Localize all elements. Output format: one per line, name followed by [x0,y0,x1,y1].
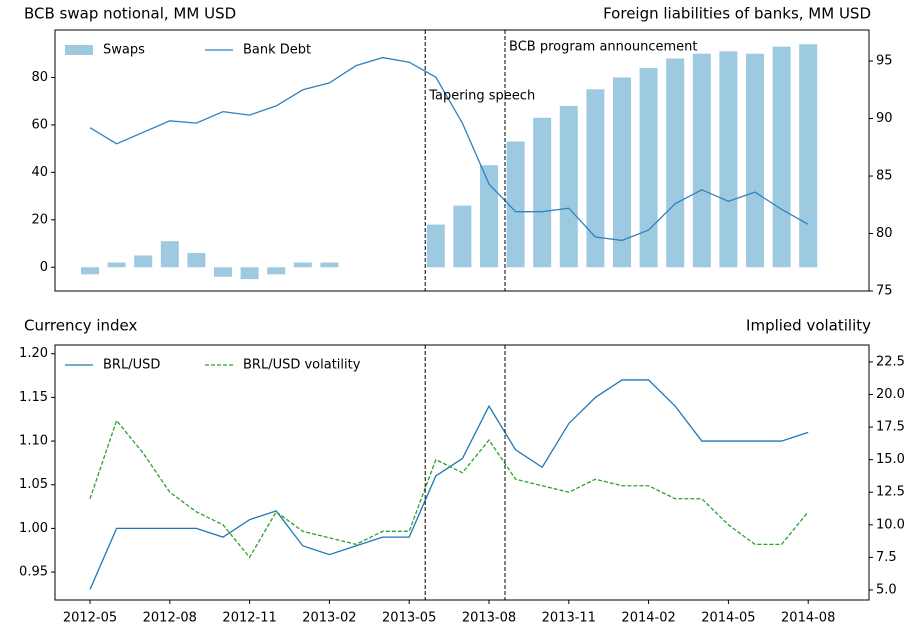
y2-tick-label: 22.5 [876,354,905,369]
y-tick-label: 0 [40,260,48,275]
bar [320,262,339,268]
x-tick-label: 2013-08 [462,611,516,626]
bar [559,105,578,268]
x-tick-label: 2012-08 [143,611,197,626]
y2-tick-label: 7.5 [876,550,897,565]
bar [480,165,498,268]
bar [639,67,658,268]
bar [692,53,711,268]
bar [107,262,126,268]
y-tick-label: 1.05 [19,477,48,492]
y2-tick-label: 10.0 [876,517,905,532]
bar [772,46,791,268]
bar [506,141,525,268]
plot-frame [54,344,870,601]
x-tick-label: 2012-05 [63,611,117,626]
x-tick-label: 2013-02 [302,611,356,626]
y-tick-label: 1.00 [19,521,48,536]
legend-label: Swaps [103,43,145,58]
y2-tick-label: 85 [876,169,893,184]
y2-tick-label: 75 [876,284,893,299]
x-tick-label: 2013-05 [382,611,436,626]
y-axis-title: Currency index [24,317,138,335]
bar [613,77,631,268]
event-label: Tapering speech [428,89,535,104]
y2-tick-label: 15.0 [876,452,905,467]
y-tick-label: 1.15 [19,390,48,405]
y2-tick-label: 80 [876,226,893,241]
x-tick-label: 2014-02 [621,611,675,626]
y-tick-label: 80 [31,70,48,85]
y2-tick-label: 17.5 [876,420,905,435]
y-tick-label: 1.20 [19,346,48,361]
y-tick-label: 0.95 [19,565,48,580]
bar [453,205,472,268]
bar [666,58,685,268]
event-label: BCB program announcement [509,40,697,55]
bar [799,44,818,268]
y-axis-title: BCB swap notional, MM USD [24,5,236,23]
bar [267,267,286,275]
bar [719,51,738,268]
x-tick-label: 2012-11 [222,611,276,626]
line [89,56,809,242]
bar [586,89,605,268]
line [89,419,809,559]
y2-tick-label: 12.5 [876,485,905,500]
bar [187,253,206,268]
bar [160,241,179,268]
bar [214,267,232,277]
bar [533,117,552,268]
legend-label: BRL/USD [103,358,160,373]
bar [746,53,764,268]
y-tick-label: 60 [31,117,48,132]
y-tick-label: 20 [31,212,48,227]
line [89,379,809,590]
x-tick-label: 2014-08 [781,611,835,626]
y2-tick-label: 20.0 [876,387,905,402]
bar [426,224,445,268]
plot-frame [54,29,870,292]
y2-tick-label: 95 [876,54,893,69]
bar [293,262,312,268]
bar [240,267,259,280]
legend-swatch [65,45,93,55]
legend-label: BRL/USD volatility [243,358,361,373]
legend-label: Bank Debt [243,43,311,58]
y2-axis-title: Foreign liabilities of banks, MM USD [603,5,871,23]
y2-tick-label: 5.0 [876,582,897,597]
bar [134,255,153,268]
x-tick-label: 2014-05 [701,611,755,626]
x-tick-label: 2013-11 [542,611,596,626]
y2-tick-label: 90 [876,111,893,126]
y-tick-label: 40 [31,165,48,180]
bar [81,267,99,275]
y-tick-label: 1.10 [19,434,48,449]
y2-axis-title: Implied volatility [746,317,871,335]
